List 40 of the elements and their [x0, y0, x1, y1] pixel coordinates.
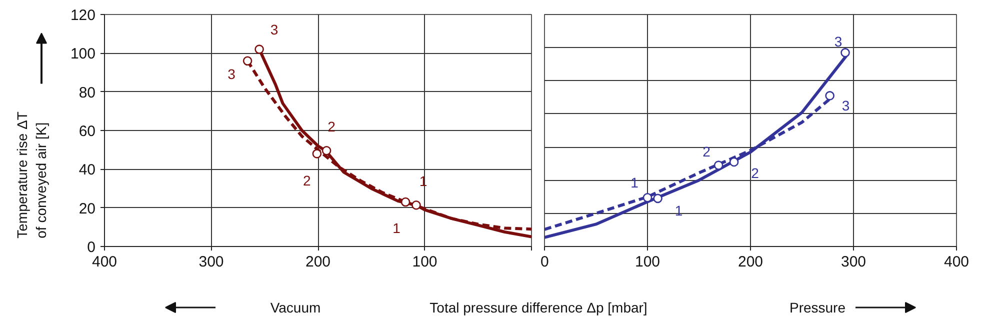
x-tick-label: 100: [412, 254, 438, 270]
x-tick-label: 400: [92, 254, 118, 270]
x-tick-label: 400: [944, 254, 970, 270]
x-tick-label: 300: [840, 254, 866, 270]
annotation: 2: [303, 172, 312, 189]
x-axis-title: Total pressure difference Δp [mbar]: [430, 300, 648, 316]
y-tick-label: 40: [78, 162, 96, 179]
point: [714, 160, 724, 170]
point: [642, 193, 652, 202]
annotation: 3: [842, 98, 850, 114]
y-tick-label: 100: [70, 46, 96, 63]
y-tick-label: 120: [70, 7, 96, 24]
x-tick-label: 100: [634, 254, 660, 270]
point: [840, 48, 850, 58]
text: Pressure: [789, 300, 846, 316]
point: [312, 149, 322, 158]
point: [729, 157, 739, 167]
x-tick-label: 200: [305, 254, 331, 270]
text: 3: [834, 34, 842, 50]
y-tick-label: 0: [87, 239, 96, 256]
annotation: 2: [751, 164, 760, 181]
point: [322, 146, 332, 156]
y-tick-label: 60: [78, 123, 96, 140]
annotation: 3: [228, 66, 236, 82]
point: [242, 56, 252, 66]
annotation: 3: [270, 21, 278, 38]
y-tick-label: 20: [78, 200, 96, 218]
point: [412, 200, 421, 210]
annotation: 1: [392, 220, 401, 236]
y-axis-title: Temperature rise ΔT of conveyed air [K]: [14, 111, 50, 238]
y-tick-label: 80: [78, 84, 96, 102]
x-tick-label: 300: [198, 254, 224, 270]
point: [653, 194, 662, 204]
point: [400, 197, 410, 207]
text: Vacuum: [270, 300, 321, 316]
point: [825, 91, 834, 100]
x-tick-label: 200: [738, 254, 764, 270]
annotation: 2: [702, 143, 711, 160]
point: [254, 44, 264, 54]
x-tick-label: 0: [540, 254, 549, 270]
